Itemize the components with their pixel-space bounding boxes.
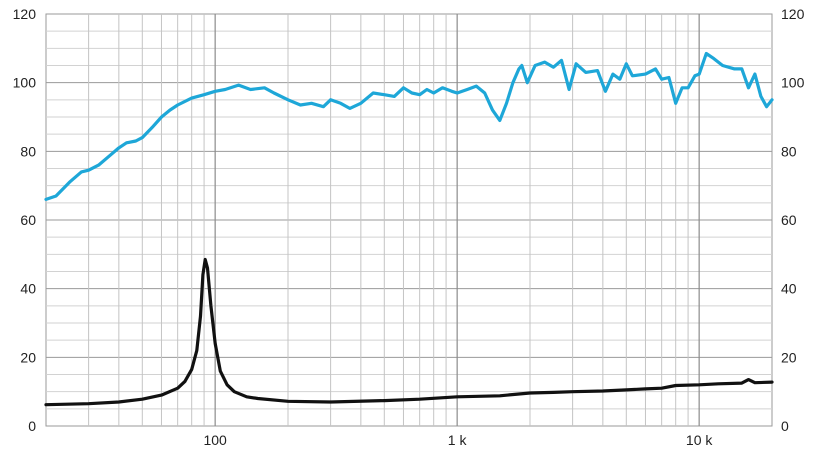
series-layer xyxy=(44,51,774,407)
y-tick-label-right: 0 xyxy=(781,418,789,434)
y-tick-label-left: 20 xyxy=(20,349,36,365)
y-tick-label-left: 80 xyxy=(20,143,36,159)
y-tick-label-right: 60 xyxy=(781,212,797,228)
y-axis-right: 0 20 40 60 80 100 120 xyxy=(781,6,805,434)
x-tick-label: 10 k xyxy=(686,432,713,448)
series-line-blue xyxy=(44,51,774,201)
series-line-black xyxy=(44,257,774,407)
y-tick-label-right: 100 xyxy=(781,75,805,91)
y-tick-label-right: 80 xyxy=(781,143,797,159)
x-tick-label: 1 k xyxy=(448,432,468,448)
y-tick-label-right: 20 xyxy=(781,349,797,365)
grid-lines xyxy=(46,13,772,427)
y-tick-label-left: 100 xyxy=(13,75,37,91)
y-tick-label-right: 120 xyxy=(781,6,805,22)
y-tick-label-left: 120 xyxy=(13,6,37,22)
y-tick-label-left: 60 xyxy=(20,212,36,228)
y-tick-label-left: 40 xyxy=(20,281,36,297)
y-tick-label-left: 0 xyxy=(28,418,36,434)
x-tick-label: 100 xyxy=(203,432,227,448)
y-axis-left: 0 20 40 60 80 100 120 xyxy=(13,6,37,434)
x-axis: 100 1 k 10 k xyxy=(203,432,713,448)
y-tick-label-right: 40 xyxy=(781,281,797,297)
